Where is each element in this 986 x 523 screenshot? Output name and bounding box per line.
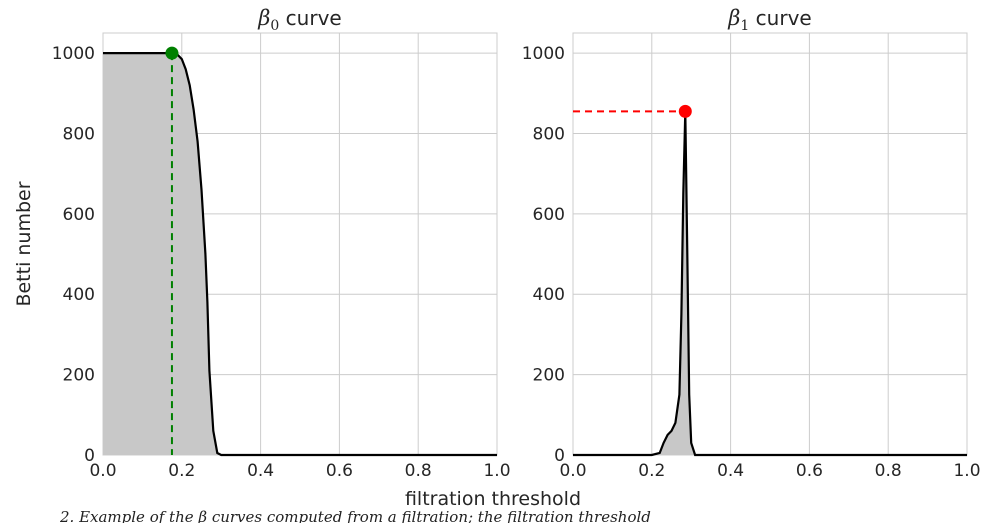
x-tick-label: 0.6: [796, 461, 823, 481]
y-tick-label: 1000: [52, 44, 95, 64]
x-tick-label: 0.4: [247, 461, 274, 481]
chart-title-beta1: β1 curve: [727, 6, 811, 34]
marker-point-beta0: [165, 46, 179, 60]
x-tick-label: 0.2: [638, 461, 665, 481]
y-tick-label: 1000: [522, 44, 565, 64]
series-line-beta1: [573, 111, 967, 457]
x-axis-label: filtration threshold: [405, 488, 581, 510]
title-suffix-beta1: curve: [749, 6, 811, 30]
y-tick-label: 200: [533, 366, 565, 386]
panel-beta1: 0.0 0.2 0.4 0.6 0.8 1.0 0 200 400 600 800 1000 β1 c…: [522, 6, 981, 481]
y-tick-label: 400: [63, 285, 95, 305]
y-tick-label: 800: [63, 124, 95, 144]
x-tick-label: 0.0: [89, 461, 116, 481]
x-tick-label: 0.8: [875, 461, 902, 481]
figure-caption: 2. Example of the β curves computed from…: [60, 508, 651, 523]
x-tick-label: 0.6: [326, 461, 353, 481]
x-tick-label: 0.2: [168, 461, 195, 481]
y-tick-label: 0: [554, 446, 565, 466]
y-tick-label: 0: [84, 446, 95, 466]
y-tick-label: 200: [63, 366, 95, 386]
title-subscript-beta1: 1: [740, 18, 749, 34]
series-line-beta0: [103, 52, 497, 457]
title-symbol-beta0: β: [257, 6, 270, 30]
title-symbol-beta1: β: [727, 6, 740, 30]
ticks-beta0: 0.0 0.2 0.4 0.6 0.8 1.0 0 200 400 600 800 1000: [52, 44, 511, 481]
y-axis-label: Betti number: [13, 181, 35, 306]
marker-point-beta1: [678, 104, 692, 118]
y-tick-label: 400: [533, 285, 565, 305]
plot-area-beta1: [572, 32, 968, 456]
ticks-beta1: 0.0 0.2 0.4 0.6 0.8 1.0 0 200 400 600 800 1000: [522, 44, 981, 481]
chart-title-beta0: β0 curve: [257, 6, 341, 34]
x-tick-label: 0.0: [559, 461, 586, 481]
x-tick-label: 0.4: [717, 461, 744, 481]
x-tick-label: 0.8: [405, 461, 432, 481]
x-tick-label: 1.0: [483, 461, 510, 481]
x-tick-label: 1.0: [953, 461, 980, 481]
y-tick-label: 600: [533, 205, 565, 225]
title-suffix-beta0: curve: [279, 6, 341, 30]
grid-beta1: [572, 33, 968, 456]
area-fill-beta0: [103, 53, 497, 455]
y-tick-label: 800: [533, 124, 565, 144]
y-tick-label: 600: [63, 205, 95, 225]
title-subscript-beta0: 0: [270, 18, 279, 34]
